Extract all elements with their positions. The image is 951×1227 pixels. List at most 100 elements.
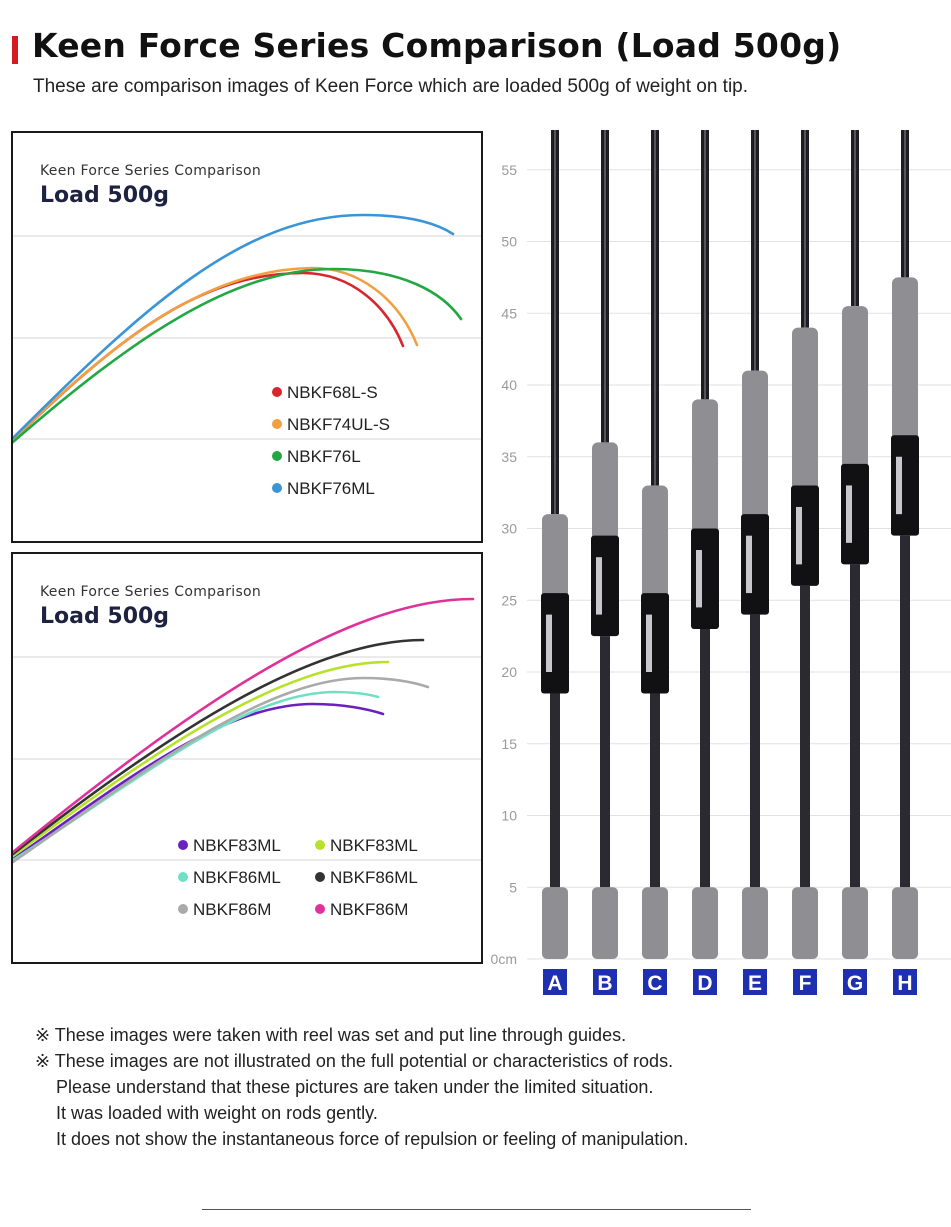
rod-lower-shaft [800, 585, 810, 888]
rod-reel-seat-highlight [596, 557, 602, 615]
legend-dot [178, 839, 188, 850]
rod-reel-seat [641, 593, 669, 694]
rod-blank-highlight [854, 130, 856, 307]
rod-label-text: G [847, 972, 863, 995]
legend-item: NBKF74UL-S [272, 415, 390, 435]
legend-item: NBKF86ML [178, 868, 281, 888]
legend-dot [272, 418, 282, 429]
rod-reel-seat [791, 485, 819, 586]
y-tick-label: 35 [501, 449, 517, 465]
bend-chart-1-svg [13, 213, 481, 444]
rod-reel-seat-highlight [796, 506, 802, 565]
rod-reel-seat-highlight [696, 550, 702, 608]
rod-fore-grip [592, 442, 618, 565]
chart-2-title: Load 500g [40, 604, 170, 629]
note-line: Please understand that these pictures ar… [56, 1077, 654, 1097]
bend-curve [13, 660, 390, 858]
y-tick-label: 20 [501, 664, 517, 680]
bend-curve [13, 690, 380, 862]
rod-label-box [843, 969, 867, 995]
rod-lower-shaft [850, 564, 860, 888]
y-tick-label: 40 [501, 377, 517, 393]
rod-butt-grip [842, 887, 868, 959]
rod-butt-grip [592, 887, 618, 959]
rod-comparison-svg: 0cm 5 10 15 20 25 30 35 40 45 50 55 A B C D E F G H [491, 130, 951, 995]
page-subtitle: These are comparison images of Keen Forc… [33, 76, 749, 97]
rod-label-box [893, 969, 917, 995]
rod-label-text: B [597, 972, 612, 995]
legend-label: NBKF86M [330, 900, 409, 919]
y-tick-label: 0cm [491, 951, 517, 967]
rod-reel-seat [741, 514, 769, 615]
rod-blank-highlight [804, 130, 806, 328]
y-tick-label: 50 [501, 234, 517, 250]
legend-label: NBKF76ML [287, 479, 375, 498]
legend-item: NBKF68L-S [272, 383, 378, 403]
legend-item: NBKF86M [315, 900, 408, 920]
rod-label-box [793, 969, 817, 995]
rod-label-text: A [547, 972, 562, 995]
y-tick-label: 10 [501, 808, 517, 824]
rod-lower-shaft [750, 614, 760, 888]
bend-chart-panel-2: Keen Force Series Comparison Load 500g N… [11, 552, 483, 964]
y-tick-label: 30 [501, 521, 517, 537]
legend-dot [315, 839, 325, 850]
page-title: Keen Force Series Comparison (Load 500g) [32, 26, 842, 65]
rod-label-text: H [897, 972, 912, 995]
rod-butt-grip [692, 887, 718, 959]
rod-reel-seat [541, 593, 569, 694]
rod-lower-shaft [600, 636, 610, 888]
rod-lower-shaft [650, 693, 660, 888]
bend-curve [13, 638, 425, 856]
bend-curve [13, 702, 385, 861]
rod-label-text: D [697, 972, 712, 995]
bend-curve [13, 676, 430, 864]
legend-item: NBKF83ML [178, 836, 281, 856]
rod-lower-shaft [700, 628, 710, 888]
rod-lower-shaft [900, 535, 910, 888]
legend-dot [272, 386, 282, 397]
legend-label: NBKF83ML [193, 836, 281, 855]
rod-label-box [743, 969, 767, 995]
rod-label-box [643, 969, 667, 995]
note-line: It does not show the instantaneous force… [56, 1129, 689, 1149]
legend-label: NBKF74UL-S [287, 415, 390, 434]
legend-dot [272, 450, 282, 461]
legend-item: NBKF86ML [315, 868, 418, 888]
rod-label-box [593, 969, 617, 995]
rod-label-box [693, 969, 717, 995]
rod-butt-grip [792, 887, 818, 959]
rod-butt-grip [742, 887, 768, 959]
y-tick-label: 5 [509, 879, 517, 895]
rod-label-box [543, 969, 567, 995]
rod-fore-grip [642, 485, 668, 622]
bend-chart-panel-1: Keen Force Series Comparison Load 500g N… [11, 131, 483, 543]
legend-dot [315, 871, 325, 882]
rod-reel-seat [591, 535, 619, 637]
rod-label-text: C [647, 972, 662, 995]
rod-butt-grip [892, 887, 918, 959]
title-accent-bar [12, 36, 18, 64]
rod-length-comparison: 0cm 5 10 15 20 25 30 35 40 45 50 55 A B C D E F G H [487, 120, 951, 1000]
rod-fore-grip [792, 327, 818, 515]
rod-fore-grip [842, 306, 868, 493]
legend-label: NBKF76L [287, 447, 361, 466]
y-tick-label: 25 [501, 592, 517, 608]
legend-dot [272, 482, 282, 493]
legend-dot [178, 903, 188, 914]
chart-2-subtitle: Keen Force Series Comparison [40, 584, 262, 600]
legend-label: NBKF68L-S [287, 383, 378, 402]
rod-reel-seat-highlight [546, 614, 552, 672]
legend-item: NBKF83ML [315, 836, 418, 856]
legend-label: NBKF86M [193, 900, 272, 919]
rod-reel-seat [891, 435, 919, 536]
bend-curve [13, 213, 455, 440]
rod-blank-highlight [754, 130, 756, 371]
chart-1-subtitle: Keen Force Series Comparison [40, 163, 262, 179]
rod-label-text: E [748, 972, 762, 995]
rod-reel-seat-highlight [846, 485, 852, 543]
legend-item: NBKF76L [272, 447, 361, 467]
rod-fore-grip [742, 370, 768, 543]
rod-butt-grip [642, 887, 668, 959]
legend-label: NBKF83ML [330, 836, 418, 855]
